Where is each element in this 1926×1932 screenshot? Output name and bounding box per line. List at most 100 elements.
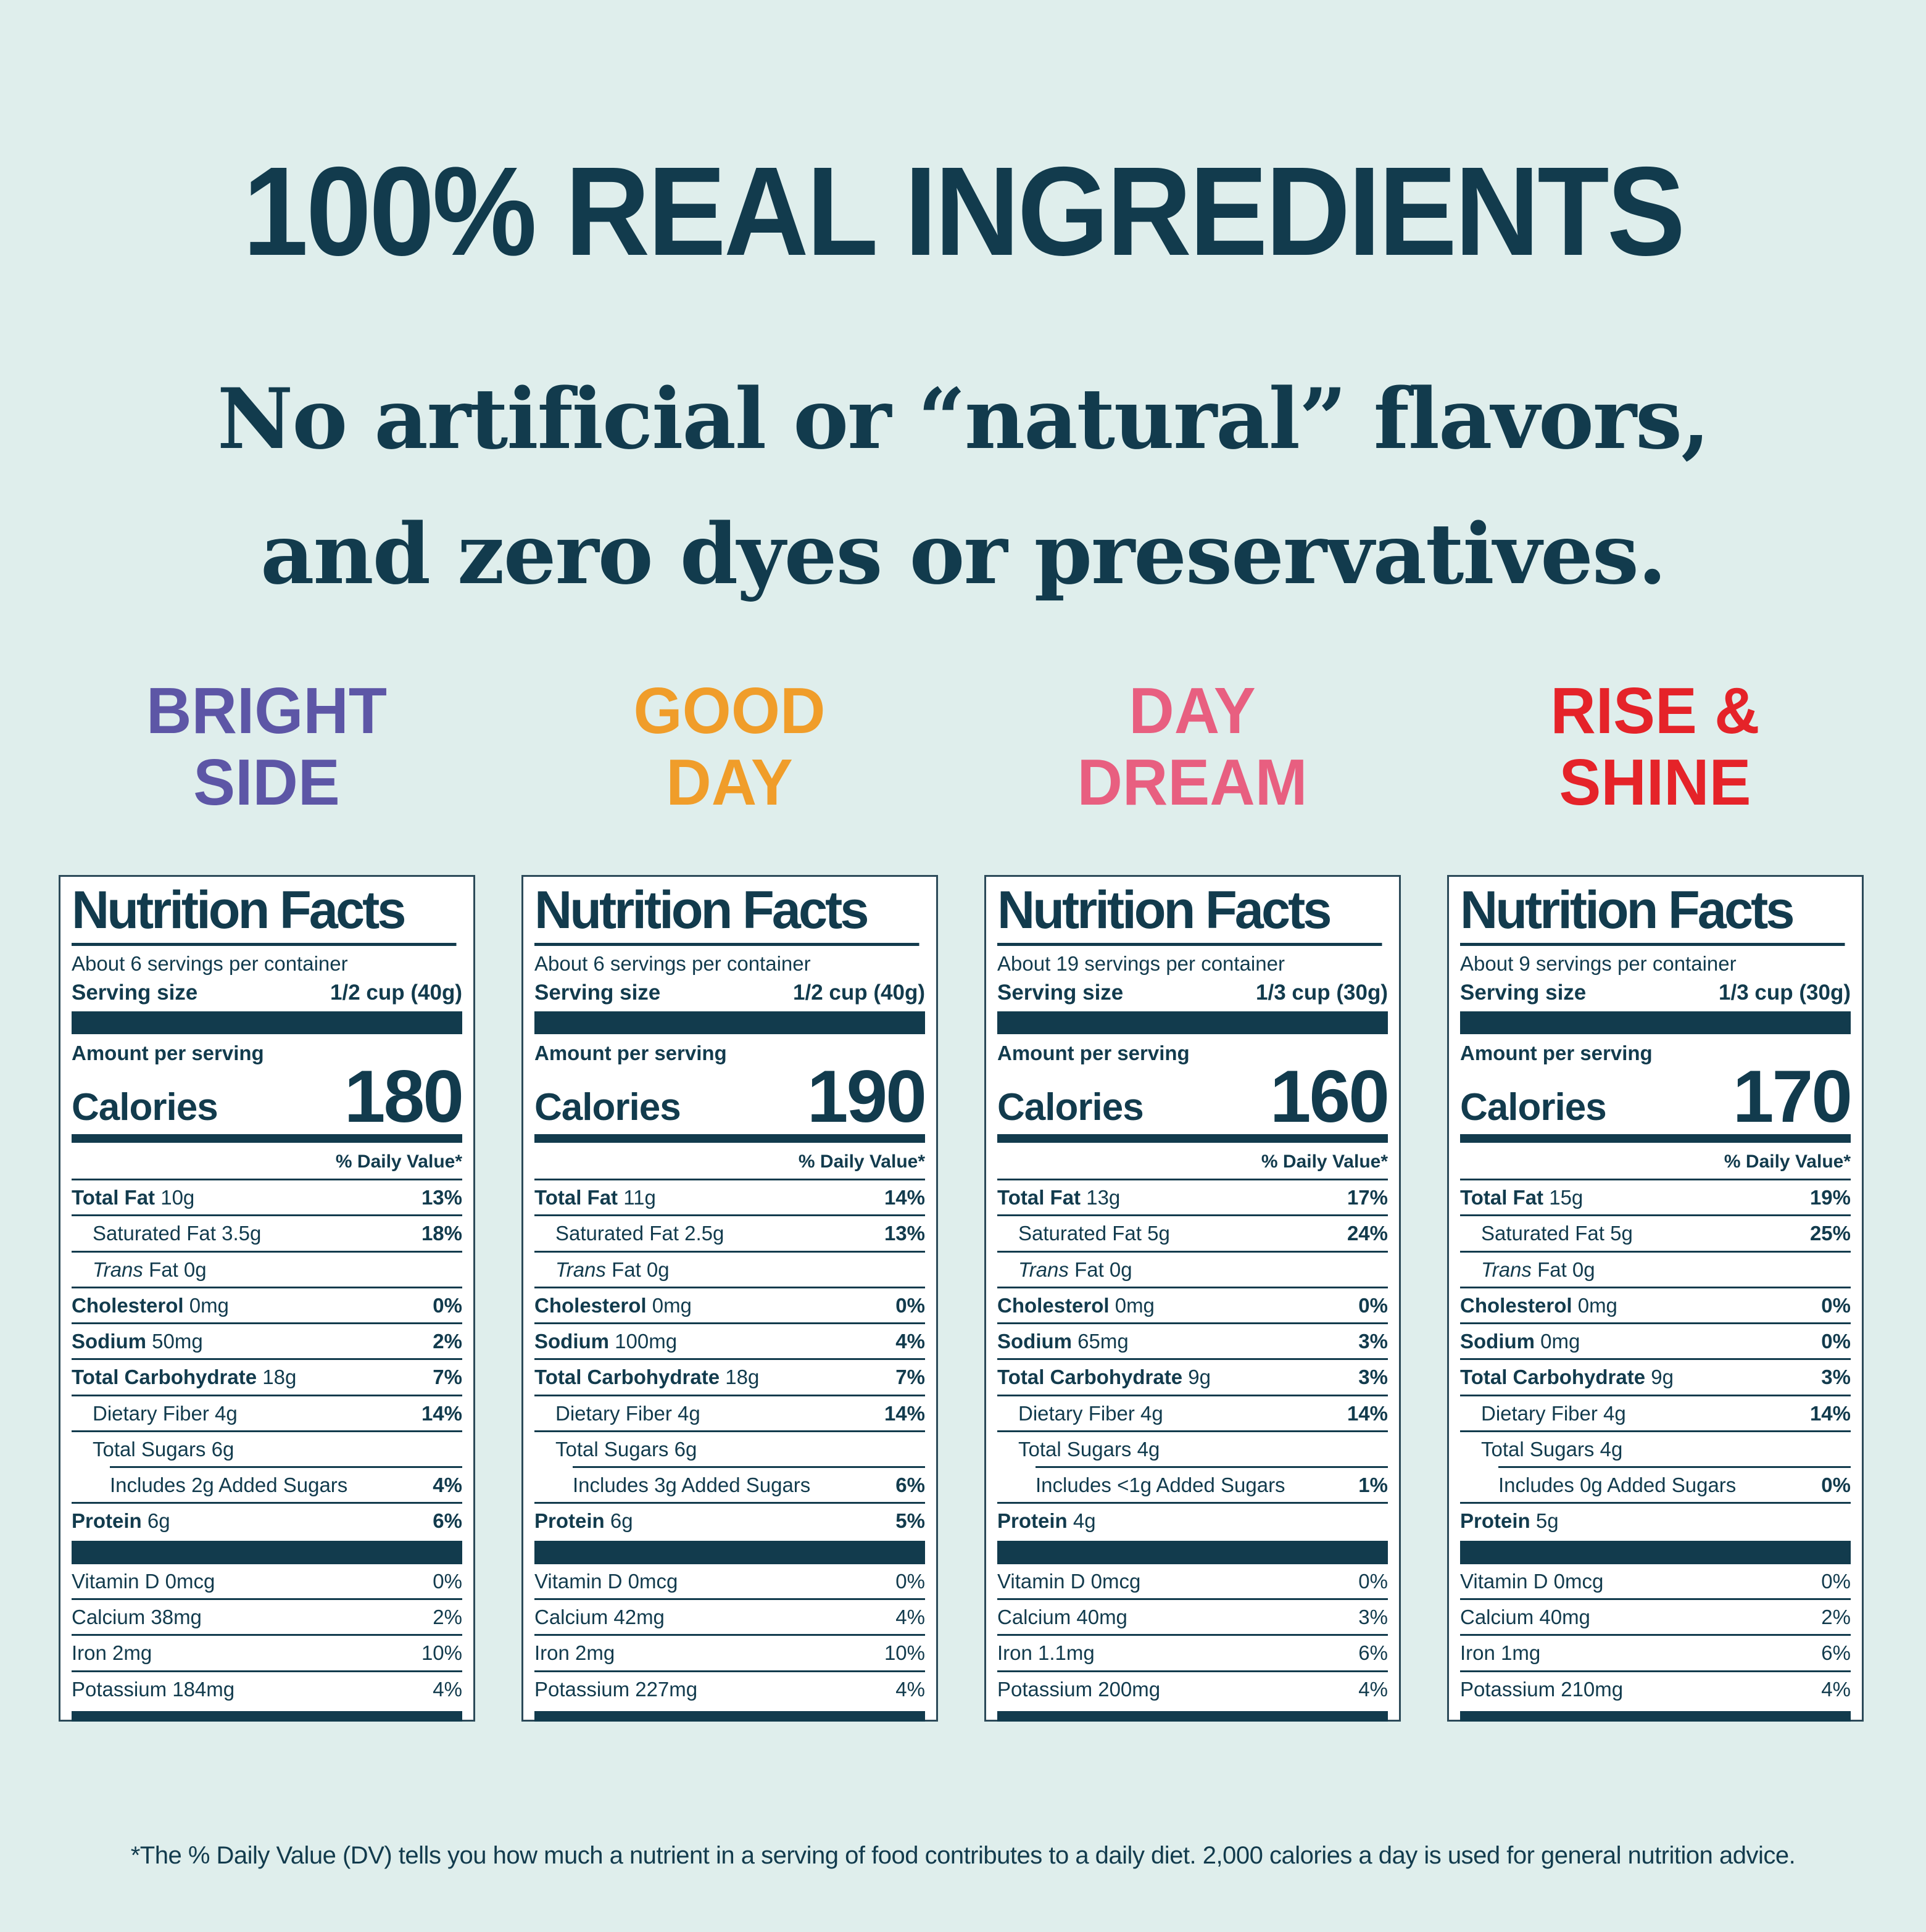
nutrient-daily-value: 14% [884,1401,925,1425]
nutrient-row: Total Sugars 4g [997,1430,1388,1466]
nutrient-daily-value: 0% [1358,1293,1388,1317]
divider-bar-medium [1460,1134,1851,1143]
vitamin-row: Calcium 40mg 2% [1460,1598,1851,1634]
calories-value: 160 [1269,1055,1390,1138]
nutrient-name: Dietary Fiber 4g [93,1401,238,1425]
nutrient-row: Dietary Fiber 4g 14% [72,1394,462,1430]
vitamin-daily-value: 0% [895,1569,925,1593]
vitamin-daily-value: 6% [1821,1641,1851,1665]
nutrient-name: Dietary Fiber 4g [1018,1401,1163,1425]
divider-bar-thick [997,1540,1388,1564]
vitamin-row: Iron 1.1mg 6% [997,1634,1388,1670]
divider-bar-thick [1460,1540,1851,1564]
nutrient-row: Cholesterol 0mg 0% [72,1286,462,1322]
nutrient-name: Total Sugars 4g [1018,1437,1160,1461]
nutrient-row: Sodium 50mg 2% [72,1322,462,1358]
nutrient-daily-value: 14% [1347,1401,1388,1425]
amount-per-serving-label: Amount per serving [534,1041,727,1064]
flavor-title-day-dream: DAY DREAM [970,674,1414,818]
nutrient-row: Trans Fat 0g [72,1250,462,1287]
nutrient-daily-value: 5% [895,1509,925,1533]
vitamin-rows: Vitamin D 0mcg 0% Calcium 40mg 2% Iron 1mg 6%… [1460,1564,1851,1706]
nutrient-name: Total Sugars 6g [93,1437,235,1461]
vitamin-name: Potassium 184mg [72,1677,235,1701]
nutrition-label-rise-shine: Nutrition Facts About 9 servings per con… [1447,875,1864,1722]
vitamin-daily-value: 2% [1821,1606,1851,1628]
calories-row: Calories 180 [72,1055,464,1138]
nutrient-row: Saturated Fat 5g 24% [997,1214,1388,1250]
nutrition-label-day-dream: Nutrition Facts About 19 servings per co… [984,875,1401,1722]
vitamin-name: Iron 1.1mg [997,1641,1095,1665]
nutrient-name: Includes 0g Added Sugars [1498,1474,1737,1497]
servings-text: About 9 servings per container [1460,952,1737,976]
nutrient-daily-value: 14% [884,1186,925,1209]
vitamin-name: Iron 2mg [534,1641,615,1665]
calories-value: 190 [807,1055,927,1138]
nutrient-name: Protein 6g [72,1509,170,1533]
nutrient-row: Includes <1g Added Sugars 1% [1036,1466,1388,1502]
servings-text: About 6 servings per container [72,952,348,976]
nutrient-name: Cholesterol 0mg [534,1293,692,1317]
nutrient-row: Protein 6g 5% [534,1502,925,1538]
nutrient-name: Trans Fat 0g [555,1258,670,1281]
daily-value-header: % Daily Value* [1724,1151,1851,1172]
vitamin-name: Potassium 210mg [1460,1677,1624,1701]
vitamin-daily-value: 10% [421,1641,462,1665]
flavor-name-line: SIDE [193,745,340,819]
nutrient-name: Cholesterol 0mg [997,1293,1155,1317]
flavor-name-line: SHINE [1559,745,1751,819]
calories-value: 180 [344,1055,464,1138]
vitamin-rows: Vitamin D 0mcg 0% Calcium 42mg 4% Iron 2mg 10… [534,1564,925,1706]
vitamin-daily-value: 4% [895,1677,925,1701]
nutrient-name: Total Carbohydrate 9g [997,1366,1211,1389]
nutrient-row: Protein 6g 6% [72,1502,462,1538]
nutrient-row: Includes 0g Added Sugars 0% [1498,1466,1851,1502]
nutrient-row: Protein 4g [997,1502,1388,1538]
nutrient-row: Total Fat 11g 14% [534,1179,925,1214]
vitamin-row: Vitamin D 0mcg 0% [72,1564,462,1598]
nutrient-name: Saturated Fat 5g [1018,1222,1170,1245]
nutrient-row: Trans Fat 0g [997,1250,1388,1287]
nutrient-name: Trans Fat 0g [1481,1258,1595,1281]
flavor-name-line: DAY [1129,674,1256,747]
divider-bar-thick [72,1540,462,1564]
nutrient-daily-value: 19% [1809,1186,1851,1209]
vitamin-daily-value: 10% [884,1641,925,1665]
nutrient-name: Total Fat 10g [72,1186,195,1209]
vitamin-name: Calcium 40mg [997,1606,1127,1628]
vitamin-daily-value: 4% [433,1677,462,1701]
vitamin-daily-value: 4% [1358,1677,1388,1701]
nutrient-daily-value: 14% [1809,1401,1851,1425]
nutrient-row: Sodium 65mg 3% [997,1322,1388,1358]
nutrient-name: Total Sugars 4g [1481,1437,1623,1461]
subtitle-line-2: and zero dyes or preservatives. [260,504,1667,603]
nutrient-row: Saturated Fat 3.5g 18% [72,1214,462,1250]
nutrient-row: Total Sugars 6g [72,1430,462,1466]
vitamin-daily-value: 6% [1358,1641,1388,1665]
nutrient-row: Saturated Fat 5g 25% [1460,1214,1851,1250]
flavor-name-line: RISE & [1550,674,1760,747]
nutrient-daily-value: 4% [433,1474,462,1497]
vitamin-name: Vitamin D 0mcg [534,1569,678,1593]
vitamin-name: Calcium 42mg [534,1606,665,1628]
flavor-title-bright-side: BRIGHT SIDE [44,675,489,819]
vitamin-row: Calcium 42mg 4% [534,1598,925,1634]
nutrient-daily-value: 3% [1358,1366,1388,1389]
vitamin-row: Vitamin D 0mcg 0% [1460,1564,1851,1598]
nutrient-name: Total Carbohydrate 18g [534,1366,760,1389]
amount-per-serving-label: Amount per serving [72,1041,264,1064]
nutrient-daily-value: 6% [895,1474,925,1497]
nutrient-row: Cholesterol 0mg 0% [534,1286,925,1322]
nutrient-name: Sodium 0mg [1460,1330,1580,1353]
serving-size-row: Serving size 1/2 cup (40g) [72,977,462,1011]
vitamin-daily-value: 0% [1821,1569,1851,1593]
flavor-title-good-day: GOOD DAY [507,675,952,818]
nutrition-label-bright-side: Nutrition Facts About 6 servings per con… [59,875,475,1722]
nutrient-daily-value: 0% [895,1293,925,1317]
nutrient-name: Cholesterol 0mg [72,1293,229,1317]
nutrient-daily-value: 7% [433,1366,462,1389]
nutrient-daily-value: 24% [1347,1222,1388,1245]
vitamin-daily-value: 3% [1358,1606,1388,1628]
serving-size-value: 1/2 cup (40g) [793,980,925,1005]
nutrient-daily-value: 0% [1821,1474,1851,1497]
